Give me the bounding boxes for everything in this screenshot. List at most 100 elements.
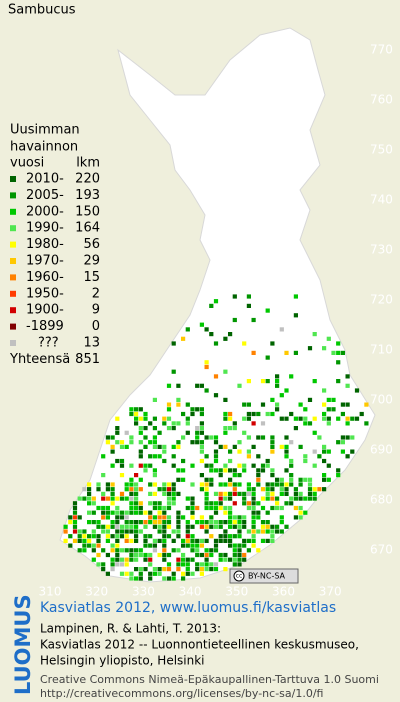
square: [143, 510, 148, 515]
brand: LUOMUS: [11, 594, 35, 695]
square: [284, 435, 289, 440]
legend-label: -1899: [26, 319, 64, 334]
square: [326, 336, 331, 341]
square: [152, 515, 157, 520]
square: [242, 491, 247, 496]
square: [87, 487, 92, 492]
square: [134, 421, 139, 426]
square: [256, 411, 261, 417]
square: [176, 548, 181, 553]
square: [265, 379, 270, 384]
legend-swatch: [10, 307, 16, 314]
square: [134, 548, 139, 553]
square: [119, 444, 125, 449]
x-axis-label: 350: [225, 585, 248, 599]
square: [195, 407, 200, 412]
square: [232, 482, 237, 487]
square: [124, 515, 129, 520]
square: [166, 567, 172, 572]
square: [166, 562, 172, 567]
square: [148, 454, 153, 459]
square: [82, 496, 87, 501]
square: [124, 529, 129, 534]
square: [152, 567, 157, 572]
square: [157, 567, 162, 572]
square: [265, 355, 270, 360]
square: [218, 468, 223, 473]
legend-swatch: [10, 340, 16, 346]
square: [237, 449, 242, 454]
square: [96, 482, 101, 487]
square: [218, 496, 223, 501]
square: [223, 557, 228, 562]
square: [185, 402, 190, 407]
square: [275, 477, 280, 482]
square: [209, 520, 214, 525]
square: [246, 402, 251, 407]
square: [185, 520, 190, 525]
square: [251, 529, 256, 534]
square: [232, 534, 237, 539]
square: [148, 552, 153, 558]
square: [265, 491, 270, 496]
square: [307, 397, 313, 402]
square: [129, 538, 134, 543]
square: [148, 562, 153, 567]
square: [204, 364, 209, 370]
square: [232, 317, 237, 323]
legend-swatch: [10, 192, 16, 199]
square: [119, 491, 125, 496]
credit-line: Helsingin yliopisto, Helsinki: [40, 654, 205, 668]
square: [279, 393, 284, 398]
x-axis-label: 330: [132, 585, 155, 599]
square: [246, 487, 251, 492]
square: [260, 520, 266, 525]
square: [279, 327, 284, 332]
square: [87, 501, 92, 506]
square: [265, 538, 270, 543]
square: [77, 538, 82, 543]
square: [152, 501, 157, 506]
square: [152, 454, 157, 459]
square: [246, 505, 251, 511]
square: [152, 416, 157, 421]
square: [148, 501, 153, 506]
square: [190, 463, 195, 468]
square: [223, 336, 228, 341]
square: [213, 435, 219, 440]
square: [275, 407, 280, 412]
square: [157, 454, 162, 459]
square: [228, 534, 233, 539]
square: [157, 520, 162, 525]
square: [91, 548, 96, 553]
square: [270, 468, 275, 473]
square: [298, 444, 303, 449]
square: [152, 548, 157, 553]
square: [115, 515, 120, 520]
square: [152, 440, 157, 445]
square: [270, 444, 275, 449]
square: [195, 383, 200, 388]
square: [307, 421, 313, 426]
square: [270, 449, 275, 454]
square: [190, 515, 195, 520]
square: [298, 402, 303, 407]
square: [181, 411, 186, 417]
square: [209, 515, 214, 520]
legend-swatch: [10, 241, 16, 248]
legend-swatch: [10, 258, 16, 264]
square: [162, 548, 167, 553]
square: [218, 444, 223, 449]
square: [312, 379, 317, 384]
square: [270, 538, 275, 543]
square: [148, 421, 153, 426]
square: [105, 482, 110, 487]
square: [185, 557, 190, 562]
square: [162, 524, 167, 529]
square: [326, 477, 331, 482]
square: [312, 449, 317, 454]
square: [345, 416, 350, 421]
square: [199, 322, 204, 327]
square: [204, 487, 209, 492]
square: [223, 529, 228, 534]
